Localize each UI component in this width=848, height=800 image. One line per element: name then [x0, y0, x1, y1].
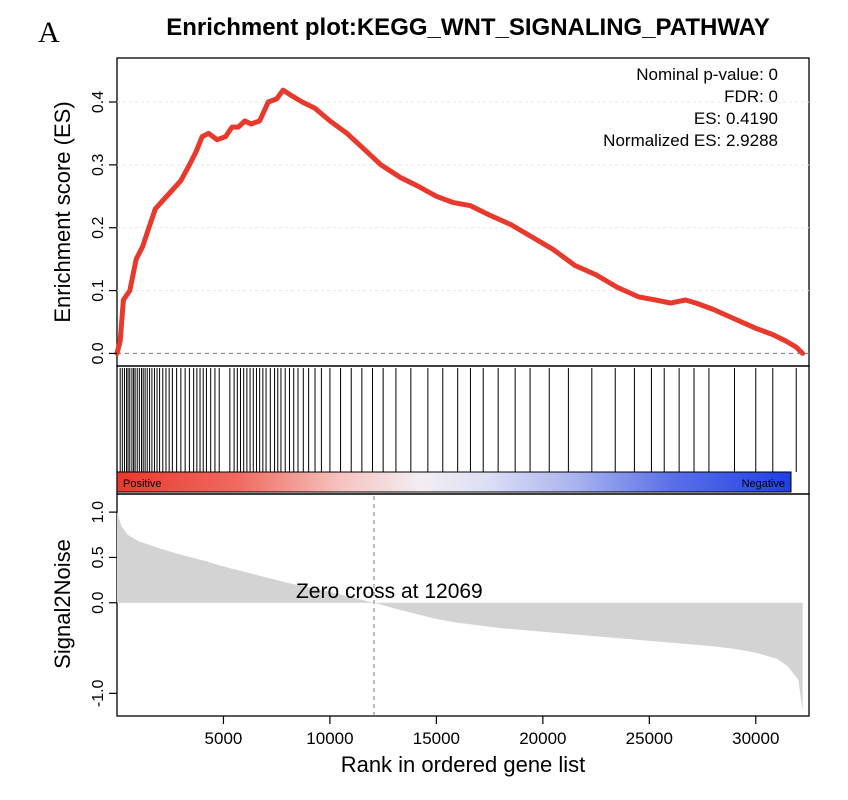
stat-nes: Normalized ES: 2.9288 — [603, 131, 778, 150]
es-y-tick-label: 0.2 — [90, 216, 107, 238]
s2n-y-tick-label: 0.5 — [90, 546, 107, 568]
x-axis-label: Rank in ordered gene list — [341, 752, 586, 777]
x-tick-label: 10000 — [306, 729, 353, 748]
x-tick-label: 20000 — [519, 729, 566, 748]
zero-cross-annotation: Zero cross at 12069 — [296, 580, 483, 603]
stat-pvalue: Nominal p-value: 0 — [636, 65, 778, 84]
panel-label: A — [38, 16, 60, 49]
rank-color-band — [116, 471, 792, 493]
s2n-area — [117, 512, 803, 712]
stat-fdr: FDR: 0 — [724, 87, 778, 106]
x-tick-label: 5000 — [205, 729, 243, 748]
stats-box: Nominal p-value: 0 FDR: 0 ES: 0.4190 Nor… — [603, 65, 778, 150]
es-y-tick-label: 0.3 — [90, 154, 107, 176]
positive-label: Positive — [123, 478, 162, 490]
x-tick-label: 15000 — [413, 729, 460, 748]
s2n-y-tick-label: 0.0 — [90, 592, 107, 614]
es-y-tick-label: 0.1 — [90, 279, 107, 301]
plot-title: Enrichment plot:KEGG_WNT_SIGNALING_PATHW… — [166, 14, 770, 41]
s2n-y-tick-label: 1.0 — [90, 501, 107, 523]
hits-panel: Positive Negative — [116, 365, 810, 495]
hit-lines — [119, 368, 797, 472]
s2n-panel: Zero cross at 12069 1.0 0.5 0.0 -1.0 Signal… — [50, 493, 810, 777]
es-y-axis-label: Enrichment score (ES) — [50, 101, 75, 322]
es-y-tick-label: 0.0 — [90, 342, 107, 364]
s2n-y-axis: 1.0 0.5 0.0 -1.0 — [90, 501, 117, 707]
es-y-tick-label: 0.4 — [90, 91, 107, 113]
negative-label: Negative — [742, 478, 785, 490]
s2n-y-axis-label: Signal2Noise — [50, 539, 75, 669]
s2n-y-tick-label: -1.0 — [90, 679, 107, 707]
es-panel-frame — [116, 57, 810, 367]
es-curve — [114, 87, 806, 356]
x-axis: 5000 10000 15000 20000 25000 30000 — [205, 716, 779, 748]
stat-es: ES: 0.4190 — [694, 109, 778, 128]
es-y-axis: 0.0 0.1 0.2 0.3 0.4 — [90, 91, 117, 365]
x-tick-label: 25000 — [626, 729, 673, 748]
s2n-panel-frame — [116, 493, 810, 717]
es-panel: 0.0 0.1 0.2 0.3 0.4 Enrichment score (ES) No… — [50, 57, 810, 367]
es-gridlines — [117, 101, 809, 292]
x-tick-label: 30000 — [732, 729, 779, 748]
